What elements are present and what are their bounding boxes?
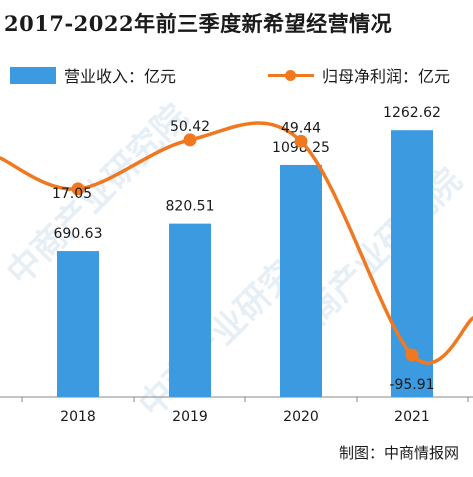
revenue-data-label: 690.63 — [54, 226, 103, 242]
x-tick-label: 2020 — [283, 409, 319, 425]
profit-data-label: 50.42 — [170, 119, 210, 135]
legend-item-profit: 归母净利润：亿元 — [268, 64, 450, 86]
profit-data-label: 49.44 — [281, 120, 321, 136]
legend-line-swatch — [268, 67, 314, 84]
profit-point — [294, 134, 308, 148]
legend-item-revenue: 营业收入：亿元 — [10, 64, 176, 86]
revenue-data-label: 1262.62 — [383, 105, 441, 121]
legend-label-revenue: 营业收入：亿元 — [64, 67, 177, 86]
legend: 营业收入：亿元 归母净利润：亿元 — [10, 64, 470, 86]
profit-data-label: -95.91 — [389, 377, 434, 393]
legend-bar-swatch — [10, 66, 56, 84]
revenue-bar — [169, 223, 211, 397]
revenue-bar — [57, 251, 99, 397]
legend-label-profit: 归母净利润：亿元 — [322, 67, 451, 86]
revenue-data-label: 1098.25 — [272, 140, 330, 156]
x-tick-label: 2021 — [394, 409, 430, 425]
x-tick-label: 2018 — [60, 409, 96, 425]
profit-data-label: 17.05 — [52, 186, 92, 202]
chart-title: 2017-2022年前三季度新希望经营情况 — [4, 11, 393, 36]
revenue-data-label: 820.51 — [166, 199, 215, 215]
revenue-bar — [280, 164, 322, 397]
profit-point — [405, 348, 419, 362]
profit-point — [71, 182, 85, 196]
source-credit: 制图：中商情报网 — [338, 444, 459, 462]
x-tick-label: 2019 — [172, 409, 208, 425]
profit-point — [183, 133, 197, 147]
